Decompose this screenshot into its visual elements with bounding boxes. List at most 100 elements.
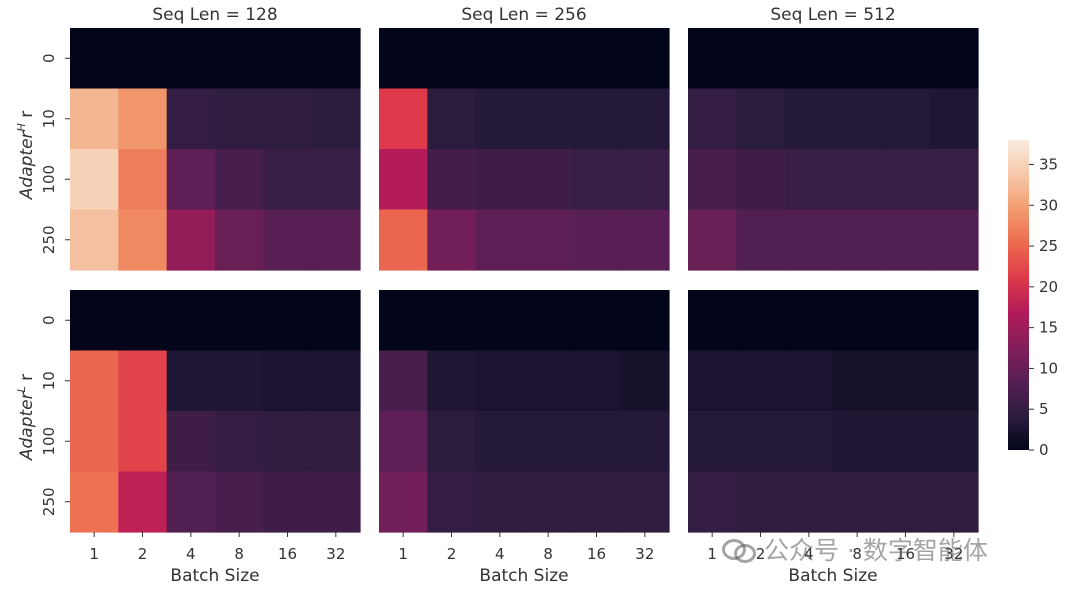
heatmap-cell: [215, 28, 264, 90]
x-tick-label: 4: [804, 545, 814, 563]
heatmap-cell: [929, 88, 979, 150]
x-tick-label: 32: [944, 545, 963, 563]
heatmap-cell: [311, 28, 361, 90]
panel-title: Seq Len = 256: [461, 5, 586, 25]
heatmap-cell: [736, 209, 786, 271]
heatmap-cell: [118, 28, 168, 90]
colorbar-tick-label: 5: [1039, 400, 1049, 418]
heatmap-cell: [524, 149, 573, 211]
heatmap-cell: [475, 28, 525, 90]
heatmap-cell: [166, 471, 216, 533]
heatmap-cell: [524, 28, 573, 90]
colorbar-tick-label: 0: [1039, 441, 1049, 459]
heatmap-cell: [620, 209, 670, 271]
x-tick-label: 4: [495, 545, 505, 563]
heatmap-cell: [427, 149, 477, 211]
heatmap-cell: [475, 209, 525, 271]
heatmap-cell: [475, 290, 525, 352]
x-tick-label: 2: [756, 545, 766, 563]
heatmap-cell: [833, 290, 882, 352]
heatmap-cell: [311, 350, 361, 412]
colorbar-tick-label: 35: [1039, 155, 1058, 173]
heatmap-cell: [311, 471, 361, 533]
heatmap-cell: [311, 411, 361, 473]
heatmap-cell: [736, 411, 786, 473]
heatmap-cell: [784, 411, 834, 473]
heatmap-cell: [263, 290, 313, 352]
heatmap-cell: [166, 350, 216, 412]
heatmap-cell: [572, 149, 622, 211]
heatmap-cell: [929, 209, 979, 271]
heatmap-cell: [736, 28, 786, 90]
heatmap-cell: [379, 28, 428, 90]
heatmap-cell: [427, 28, 477, 90]
heatmap-cell: [427, 88, 477, 150]
heatmap-cell: [166, 88, 216, 150]
heatmap-cell: [118, 149, 168, 211]
heatmap-cell: [881, 209, 931, 271]
y-tick-label: 250: [40, 487, 58, 516]
y-axis-label: AdapterH r: [15, 111, 37, 200]
heatmap-cell: [475, 350, 525, 412]
heatmap-cell: [620, 28, 670, 90]
heatmap-cell: [784, 209, 834, 271]
heatmap-cell: [929, 471, 979, 533]
heatmap-cell: [736, 88, 786, 150]
heatmap-cell: [524, 88, 573, 150]
heatmap-cell: [118, 209, 168, 271]
heatmap-cell: [311, 290, 361, 352]
colorbar-tick-label: 20: [1039, 278, 1058, 296]
heatmap-cell: [881, 350, 931, 412]
heatmap-cell: [881, 149, 931, 211]
heatmap-cell: [881, 411, 931, 473]
heatmap-cell: [215, 411, 264, 473]
heatmap-cell: [70, 88, 119, 150]
heatmap-cell: [881, 28, 931, 90]
x-tick-label: 8: [543, 545, 553, 563]
heatmap-cell: [475, 471, 525, 533]
x-tick-label: 8: [234, 545, 244, 563]
x-tick-label: 16: [278, 545, 297, 563]
x-tick-label: 1: [398, 545, 408, 563]
heatmap-cell: [427, 209, 477, 271]
heatmap-cell: [572, 350, 622, 412]
heatmap-cell: [620, 471, 670, 533]
heatmap-cell: [118, 350, 168, 412]
heatmap-cell: [833, 88, 882, 150]
heatmap-cell: [215, 290, 264, 352]
heatmap-cell: [881, 290, 931, 352]
heatmap-cell: [524, 471, 573, 533]
heatmap-cell: [118, 290, 168, 352]
x-tick-label: 1: [89, 545, 99, 563]
panel-title: Seq Len = 512: [770, 5, 895, 25]
x-axis-label: Batch Size: [788, 566, 877, 586]
heatmap-cell: [70, 28, 119, 90]
heatmap-cell: [379, 471, 428, 533]
heatmap-cell: [784, 28, 834, 90]
heatmap-cell: [524, 350, 573, 412]
heatmap-cell: [688, 350, 737, 412]
heatmap-cell: [881, 88, 931, 150]
heatmap-panel: [688, 28, 979, 271]
y-tick-label: 250: [40, 225, 58, 254]
y-tick-label: 0: [40, 53, 58, 63]
panel-title: Seq Len = 128: [152, 5, 277, 25]
heatmap-cell: [572, 471, 622, 533]
heatmap-cell: [475, 411, 525, 473]
heatmap-cell: [263, 471, 313, 533]
heatmap-cell: [929, 28, 979, 90]
x-tick-label: 8: [852, 545, 862, 563]
heatmap-cell: [572, 209, 622, 271]
heatmap-cell: [620, 411, 670, 473]
heatmap-cell: [263, 209, 313, 271]
heatmap-cell: [215, 149, 264, 211]
x-tick-label: 1: [707, 545, 717, 563]
x-tick-label: 16: [896, 545, 915, 563]
heatmap-cell: [118, 471, 168, 533]
heatmap-cell: [572, 88, 622, 150]
heatmap-panel: [70, 290, 361, 533]
heatmap-cell: [70, 149, 119, 211]
heatmap-cell: [166, 290, 216, 352]
heatmap-cell: [70, 290, 119, 352]
